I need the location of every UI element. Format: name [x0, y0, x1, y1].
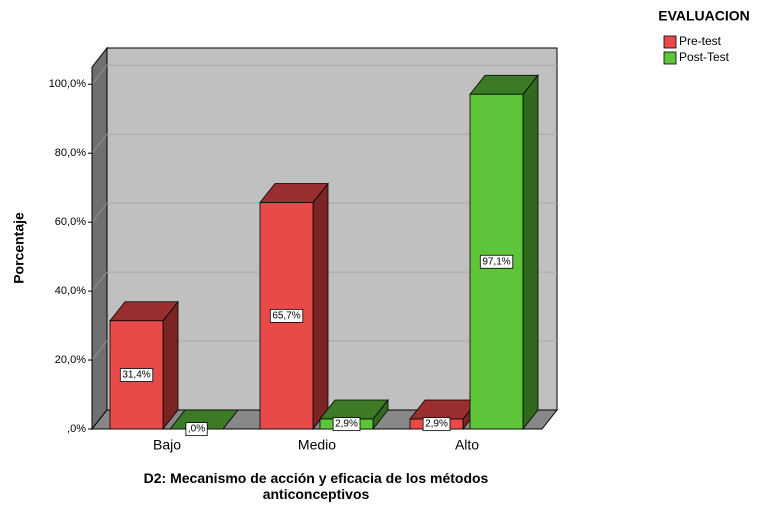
grid-line: [91, 64, 108, 85]
value-label-box: [119, 368, 154, 382]
grid-line: [91, 271, 108, 292]
y-tick-label: 80,0%: [55, 147, 86, 159]
bar-side: [162, 300, 179, 431]
grid-line: [91, 340, 108, 361]
y-tick-label: 20,0%: [55, 354, 86, 366]
value-label: 2,9%: [335, 419, 358, 430]
grid-line: [91, 133, 108, 154]
x-axis-title: D2: Mecanismo de acción y eficacia de lo…: [143, 470, 489, 502]
bar-side: [522, 74, 539, 431]
value-label-box: [479, 254, 514, 269]
legend-swatch: [663, 35, 677, 49]
legend-title: EVALUACION: [658, 8, 750, 24]
value-label-box: [269, 308, 304, 323]
x-tick-label: Alto: [455, 437, 479, 453]
legend-label: Post-Test: [679, 50, 730, 64]
legend-swatch: [663, 51, 677, 65]
y-tick-label: ,0%: [67, 423, 86, 435]
value-label: 31,4%: [122, 370, 150, 381]
y-tick-label: 40,0%: [55, 285, 86, 297]
x-tick-label: Bajo: [153, 437, 181, 453]
value-label-box: [332, 417, 361, 432]
value-label: 65,7%: [272, 310, 300, 321]
value-label-box: [185, 422, 208, 437]
value-label: 2,9%: [425, 419, 448, 430]
y-tick-label: 60,0%: [55, 216, 86, 228]
x-tick-label: Medio: [298, 437, 336, 453]
grid-line: [91, 202, 108, 223]
legend-label: Pre-test: [679, 34, 722, 48]
y-axis-title: Porcentaje: [11, 212, 27, 284]
value-label: ,0%: [188, 424, 205, 435]
left-wall: [91, 46, 108, 431]
bar-side: [312, 182, 329, 431]
value-label-box: [422, 417, 451, 432]
value-label: 97,1%: [482, 256, 510, 267]
y-tick-label: 100,0%: [49, 78, 87, 90]
